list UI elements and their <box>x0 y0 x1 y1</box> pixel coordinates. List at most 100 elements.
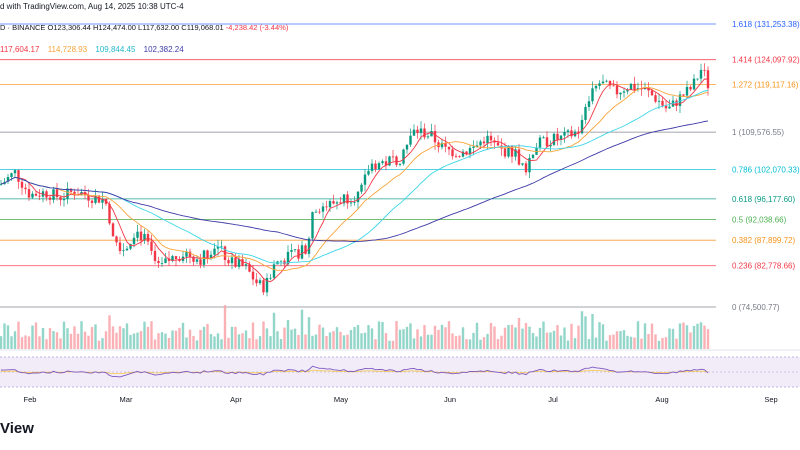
candle-body <box>227 260 230 264</box>
candle-body <box>696 78 699 80</box>
volume-bar <box>188 329 192 349</box>
volume-bar <box>195 340 199 349</box>
candle-body <box>678 94 682 106</box>
candle-body <box>440 142 444 148</box>
candle-body <box>17 170 20 182</box>
candle-body <box>188 251 192 257</box>
candle-body <box>699 69 703 79</box>
candle-body <box>412 129 416 136</box>
candle-body <box>353 201 356 203</box>
volume-bar <box>475 322 479 349</box>
candle-body <box>62 198 66 201</box>
volume-bar <box>699 322 703 349</box>
volume-bar <box>528 326 531 349</box>
candle-body <box>94 195 97 203</box>
candle-body <box>143 233 146 241</box>
volume-bar <box>27 336 31 349</box>
candle-body <box>647 87 650 91</box>
fib-label-6: 0.5 (92,038.66) <box>732 216 787 225</box>
candle-body <box>304 245 307 254</box>
candle-body <box>423 128 426 138</box>
volume-bar <box>391 340 395 349</box>
volume-bar <box>514 327 517 349</box>
candle-body <box>535 147 538 155</box>
volume-bar <box>531 333 535 349</box>
volume-bar <box>41 327 45 349</box>
volume-bar <box>10 336 13 349</box>
volume-bar <box>367 325 370 349</box>
volume-bar <box>339 331 342 349</box>
candle-body <box>486 135 489 144</box>
candle-body <box>398 163 402 165</box>
candle-body <box>531 154 535 158</box>
volume-bar <box>405 326 409 349</box>
candle-body <box>521 163 524 165</box>
volume-bar <box>139 331 143 349</box>
volume-bar <box>549 332 552 349</box>
candle-body <box>297 249 300 259</box>
volume-bar <box>311 335 314 349</box>
candle-body <box>160 263 164 264</box>
volume-bar <box>587 339 591 349</box>
candle-body <box>461 151 465 157</box>
high-value: H124,474.00 <box>92 23 136 32</box>
volume-bar <box>440 324 444 349</box>
change-value: -4,238.42 (-3.44%) <box>225 23 289 32</box>
volume-bar <box>87 335 90 349</box>
volume-bar <box>591 313 594 349</box>
volume-bar <box>535 336 538 349</box>
volume-bar <box>615 331 619 349</box>
candle-body <box>20 181 24 188</box>
fib-label-3: 1 (109,576.55) <box>732 128 784 137</box>
candle-body <box>657 100 661 102</box>
candle-body <box>269 277 272 279</box>
volume-bar <box>409 323 412 349</box>
volume-bar <box>104 331 108 349</box>
volume-bar <box>577 325 580 349</box>
candle-body <box>244 264 248 266</box>
fib-label-4: 0.786 (102,070.33) <box>732 166 800 175</box>
volume-bar <box>237 334 241 349</box>
candle-body <box>339 202 342 204</box>
candle-body <box>87 195 90 201</box>
volume-bar <box>678 323 682 349</box>
ma-2-value: 114,728.93 <box>47 45 88 54</box>
candle-body <box>101 198 104 203</box>
candle-body <box>45 191 48 198</box>
fib-label-7: 0.382 (87,899.72) <box>732 236 795 245</box>
candle-body <box>405 144 409 150</box>
volume-bar <box>629 336 633 349</box>
volume-bar <box>545 332 549 349</box>
candle-body <box>97 195 101 203</box>
ma-3-value: 109,844.45 <box>95 45 136 54</box>
volume-bar <box>199 329 202 349</box>
volume-bar <box>461 327 465 349</box>
candle-body <box>377 163 381 170</box>
volume-bar <box>664 337 668 349</box>
volume-bar <box>94 324 97 349</box>
candle-body <box>129 244 132 249</box>
candle-body <box>118 242 122 252</box>
candle-body <box>150 241 153 251</box>
candle-body <box>328 201 332 208</box>
candle-body <box>563 131 566 136</box>
candle-body <box>454 156 458 157</box>
candle-body <box>174 256 178 260</box>
volume-bar <box>507 325 510 349</box>
candle-body <box>48 197 52 200</box>
candle-body <box>675 100 678 106</box>
candle-body <box>552 133 556 145</box>
volume-bar <box>171 330 174 349</box>
volume-bar <box>234 326 237 349</box>
candle-body <box>416 129 419 134</box>
candle-body <box>433 130 437 143</box>
candle-body <box>430 130 433 137</box>
volume-bar <box>17 321 20 349</box>
volume-bar <box>384 333 388 349</box>
candle-body <box>409 135 412 145</box>
volume-bar <box>517 317 521 349</box>
candle-body <box>206 250 209 259</box>
volume-bar <box>696 323 699 349</box>
candle-body <box>622 91 626 93</box>
